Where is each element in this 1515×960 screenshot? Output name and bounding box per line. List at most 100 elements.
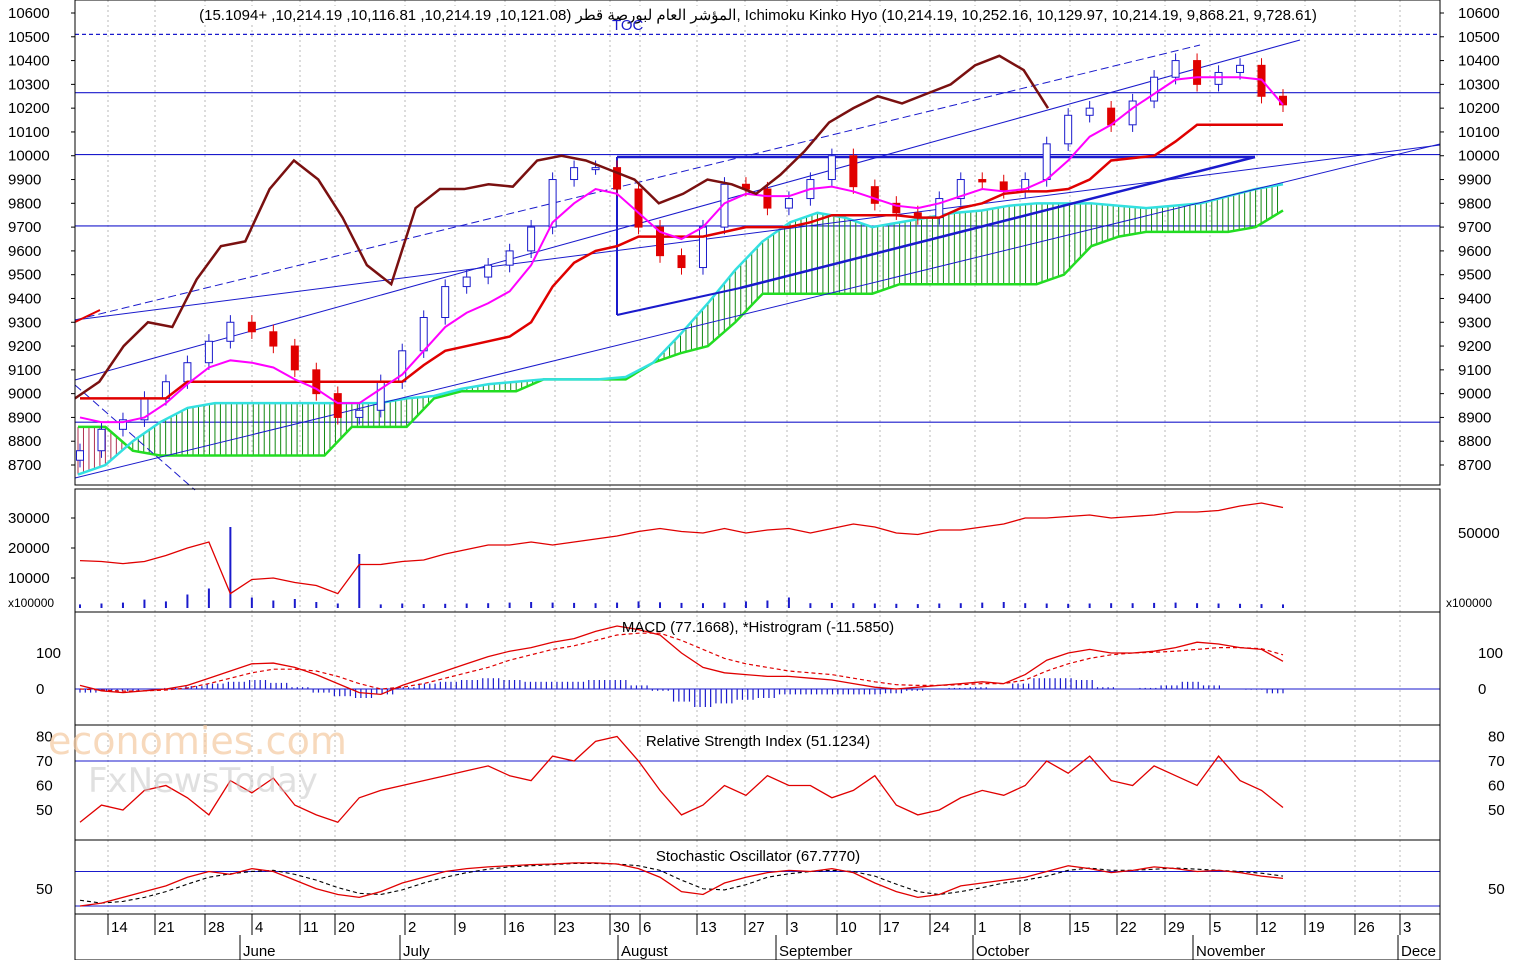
panel-frame: [74, 0, 1441, 486]
candle-body: [419, 317, 428, 352]
candle-body: [849, 155, 858, 188]
price-tick-label-left: 9400: [8, 290, 41, 307]
month-label: Dece: [1401, 943, 1436, 960]
candle-body: [441, 286, 450, 319]
price-tick-label-left: 9700: [8, 219, 41, 236]
macd-panel[interactable]: [75, 625, 1440, 707]
price-tick-label-right: 10000: [1458, 148, 1500, 165]
candle-body: [548, 179, 557, 228]
date-tick-label: 15: [1073, 919, 1090, 936]
price-tick-label-left: 10100: [8, 124, 50, 141]
date-tick-label: 6: [643, 919, 651, 936]
candle-body: [462, 276, 471, 288]
volume-tick-label-left: 10000: [8, 570, 50, 587]
candle-body: [355, 409, 364, 418]
stochastic-panel[interactable]: [75, 862, 1440, 907]
title-backdrop: [197, 6, 1319, 25]
price-tick-label-left: 10300: [8, 76, 50, 93]
macd-tick-label-right: 100: [1478, 645, 1503, 662]
price-tick-label-right: 10400: [1458, 53, 1500, 70]
month-label: October: [976, 943, 1029, 960]
volume-tick-label-right: 50000: [1458, 525, 1500, 542]
date-tick-label: 16: [508, 919, 525, 936]
date-tick-label: 24: [933, 919, 950, 936]
price-tick-label-left: 9800: [8, 195, 41, 212]
candle-body: [591, 167, 600, 171]
month-label: July: [403, 943, 430, 960]
trend-line: [739, 155, 1256, 290]
candle-body: [269, 331, 278, 347]
candle-body: [1150, 76, 1159, 102]
candle-body: [978, 179, 987, 183]
price-tick-label-right: 9900: [1458, 172, 1491, 189]
price-tick-label-right: 9300: [1458, 314, 1491, 331]
date-tick-label: 4: [255, 919, 263, 936]
price-tick-label-right: 8700: [1458, 457, 1491, 474]
date-tick-label: 28: [208, 919, 225, 936]
macd-tick-label-left: 100: [36, 645, 61, 662]
candle-body: [204, 340, 213, 364]
candle-body: [376, 381, 385, 411]
trend-line: [74, 309, 101, 323]
price-tick-label-right: 8900: [1458, 409, 1491, 426]
volume-tick-label-left: 20000: [8, 540, 50, 557]
price-tick-label-right: 8800: [1458, 433, 1491, 450]
candle-body: [226, 321, 235, 342]
price-tick-label-left: 9600: [8, 243, 41, 260]
candle-body: [527, 226, 536, 252]
candle-body: [956, 179, 965, 200]
date-tick-label: 3: [1403, 919, 1411, 936]
macd-title: MACD (77.1668), *Histrogram (-11.5850): [622, 619, 894, 636]
price-tick-label-right: 9000: [1458, 386, 1491, 403]
candle-body: [1214, 71, 1223, 85]
candle-body: [570, 167, 579, 181]
watermark-fxnewstoday: FxNewsToday: [88, 761, 318, 801]
price-tick-label-right: 9400: [1458, 290, 1491, 307]
rsi-tick-label-right: 50: [1488, 802, 1505, 819]
price-tick-label-left: 10000: [8, 148, 50, 165]
price-panel[interactable]: [74, 33, 1441, 491]
senkou-span-b-line: [78, 209, 1284, 457]
date-tick-label: 8: [1023, 919, 1031, 936]
date-tick-label: 14: [111, 919, 128, 936]
candle-body: [656, 226, 665, 257]
chikou-span-line: [74, 54, 1050, 400]
grid-layer: [107, 0, 1401, 914]
volume-scale-right: x100000: [1446, 596, 1492, 610]
trend-line: [74, 384, 196, 491]
candle-body: [1085, 107, 1094, 116]
price-tick-label-right: 9100: [1458, 362, 1491, 379]
volume-tick-label-left: 30000: [8, 510, 50, 527]
candle-body: [1064, 114, 1073, 145]
date-tick-label: 21: [158, 919, 175, 936]
candle-body: [634, 188, 643, 228]
date-tick-label: 30: [613, 919, 630, 936]
price-tick-label-left: 9500: [8, 267, 41, 284]
date-tick-label: 23: [558, 919, 575, 936]
date-tick-label: 2: [408, 919, 416, 936]
date-tick-label: 9: [458, 919, 466, 936]
volume-panel[interactable]: [79, 502, 1284, 608]
candle-body: [784, 198, 793, 209]
candle-body: [999, 181, 1008, 192]
price-tick-label-left: 9200: [8, 338, 41, 355]
candle-body: [892, 202, 901, 214]
rsi-panel[interactable]: [75, 735, 1440, 824]
rsi-tick-label-right: 70: [1488, 753, 1505, 770]
macd-signal-line: [79, 632, 1284, 692]
date-tick-label: 27: [748, 919, 765, 936]
date-tick-label: 5: [1213, 919, 1221, 936]
candle-body: [1171, 60, 1180, 78]
candle-body: [1193, 60, 1202, 85]
rsi-tick-label-left: 70: [36, 753, 53, 770]
stoch-tick-label-right: 50: [1488, 881, 1505, 898]
price-tick-label-right: 9600: [1458, 243, 1491, 260]
date-tick-label: 26: [1358, 919, 1375, 936]
price-tick-label-right: 9500: [1458, 267, 1491, 284]
rsi-tick-label-left: 80: [36, 729, 53, 746]
date-tick-label: 29: [1168, 919, 1185, 936]
stoch-d-line: [79, 862, 1284, 904]
date-tick-label: 10: [840, 919, 857, 936]
candle-body: [698, 226, 707, 269]
